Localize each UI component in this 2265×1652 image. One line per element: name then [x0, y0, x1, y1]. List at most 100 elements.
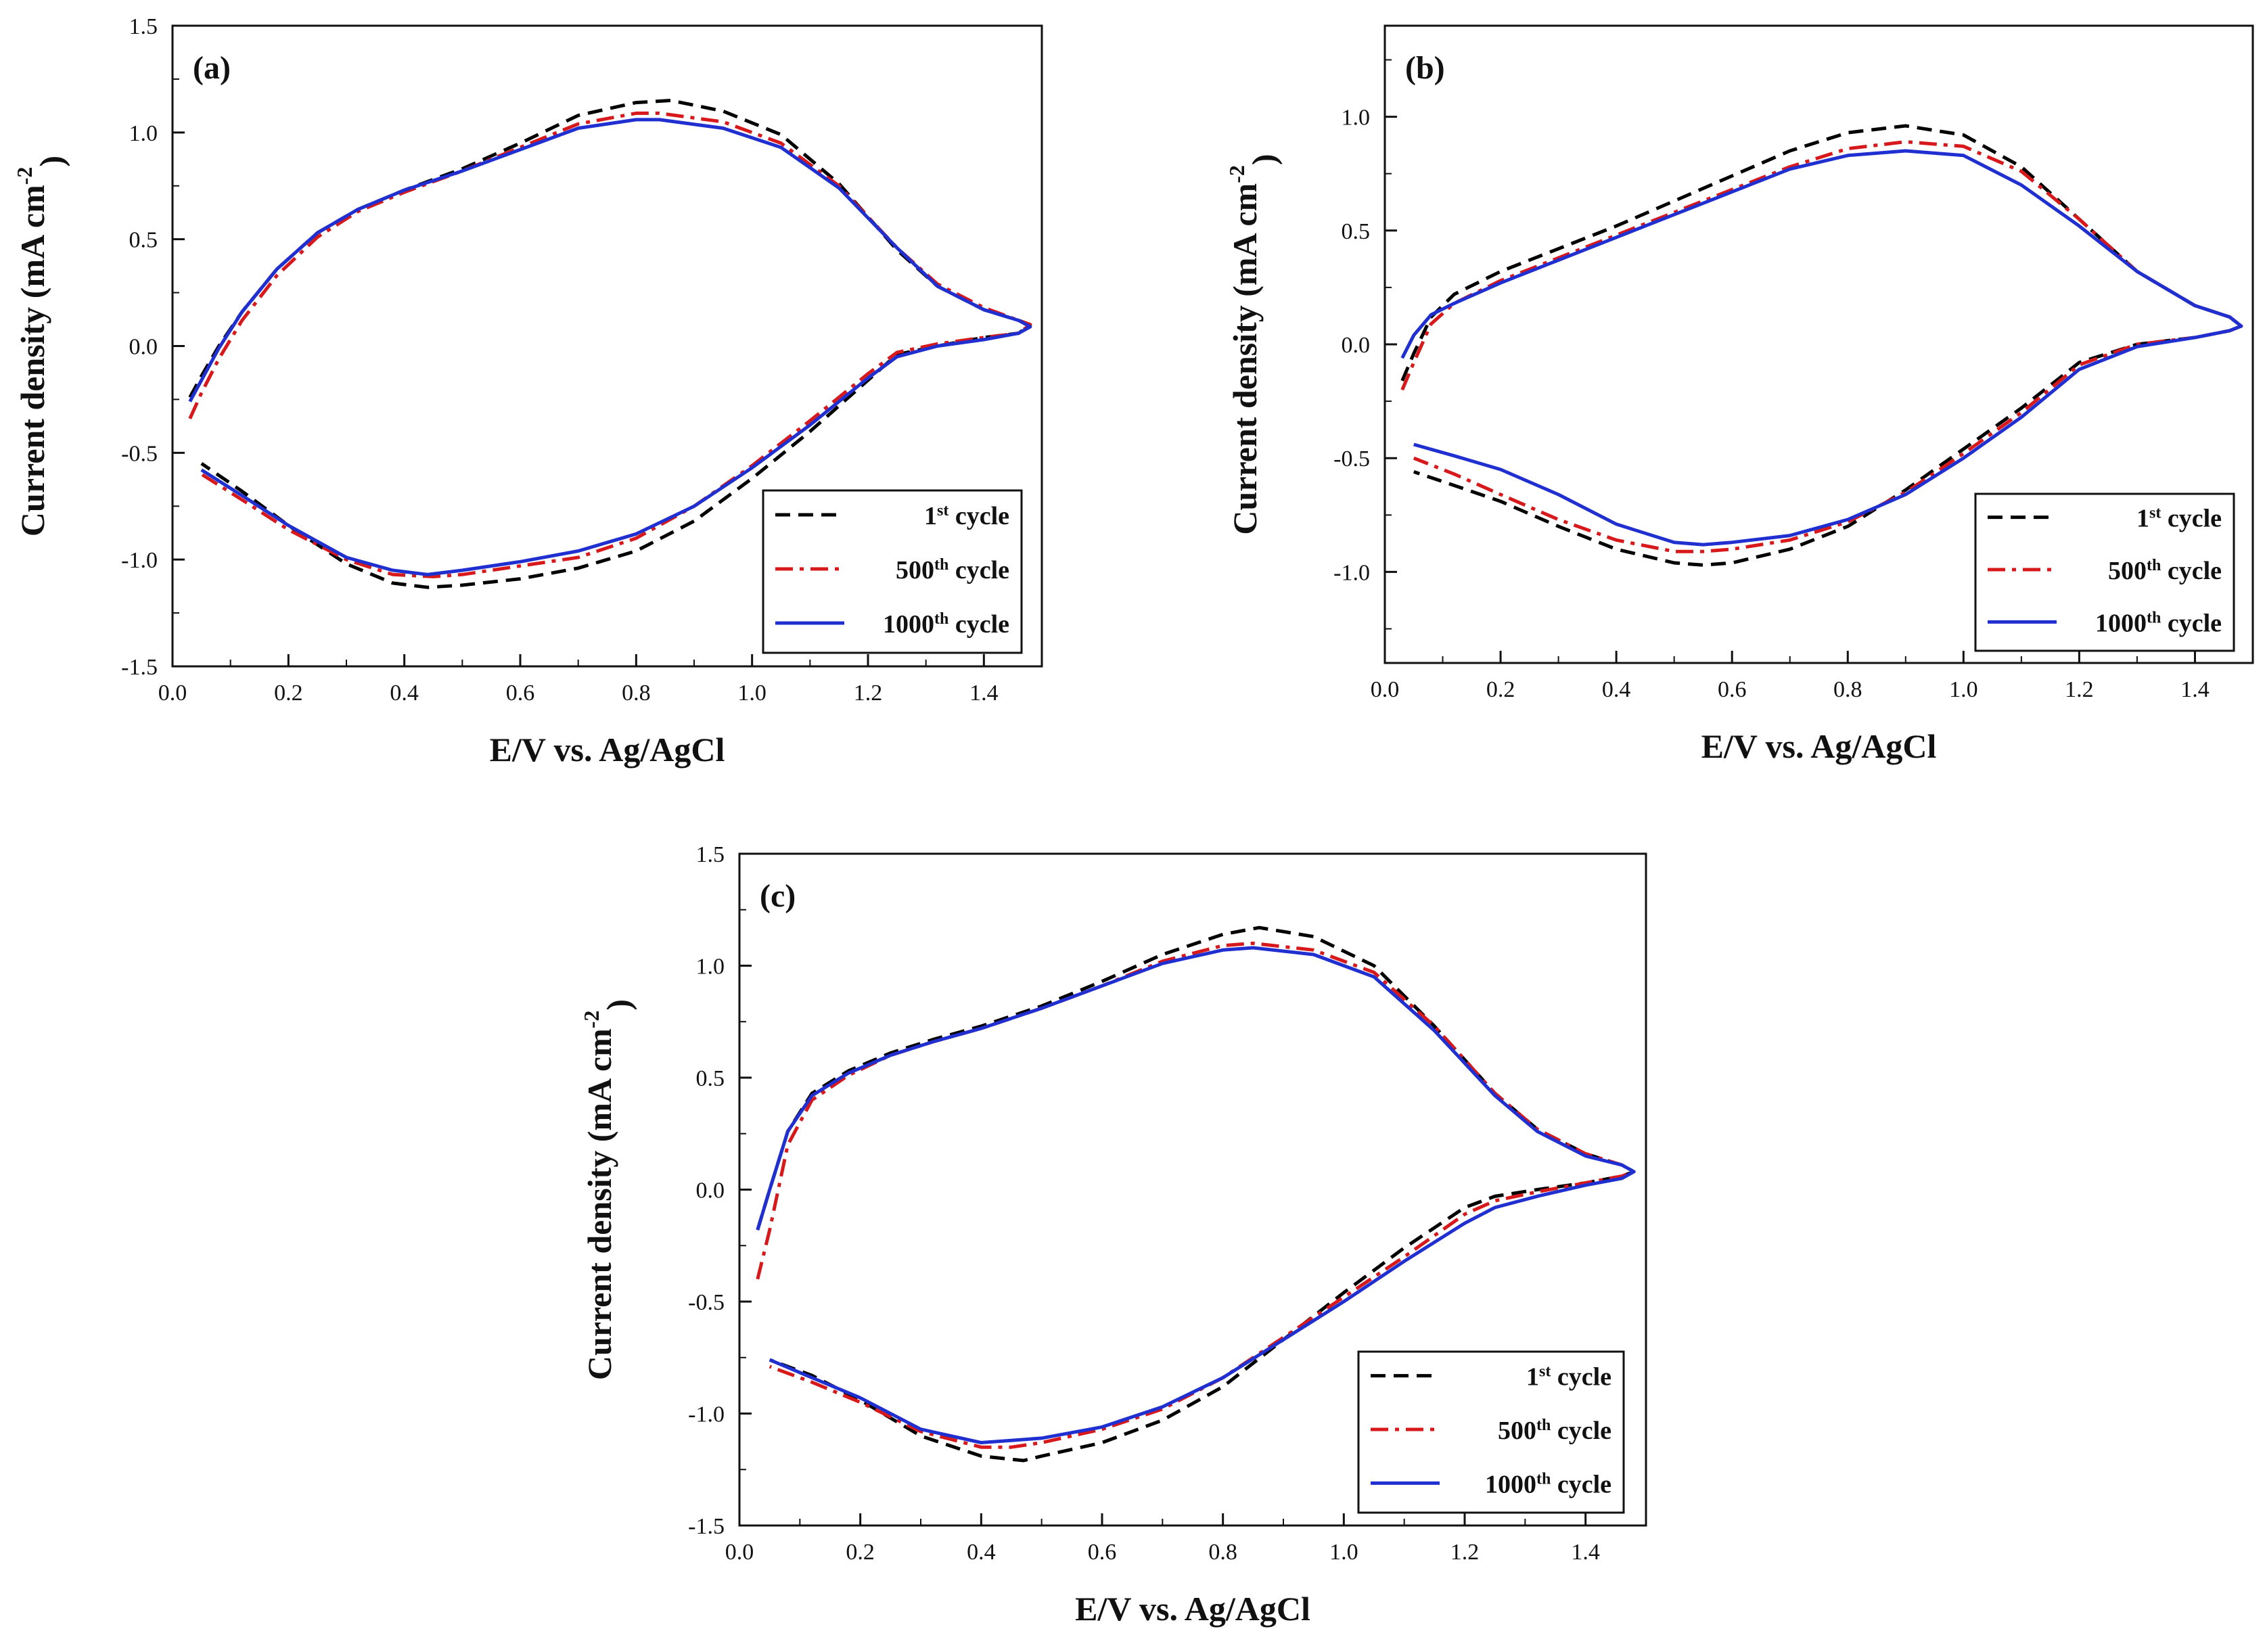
legend-label-suffix: cycle [1551, 1470, 1611, 1498]
x-tick-label: 1.4 [2180, 677, 2210, 702]
legend-label-prefix: 1 [2136, 505, 2149, 533]
y-axis-title-sup: -2 [1225, 165, 1249, 183]
x-tick-label: 0.6 [506, 681, 535, 706]
chart-panel-c: 0.0 0.2 0.4 0.6 0.8 1.0 1.2 1.4 -1.5 -1.0 -0.5 0.0 0… [579, 842, 1647, 1628]
legend-label-sup: th [934, 556, 948, 574]
y-tick-label: 1.5 [696, 842, 725, 867]
legend-box [762, 489, 1023, 654]
x-tick-label: 0.2 [274, 681, 303, 706]
series-line-3 [188, 118, 1032, 576]
x-tick-label: 0.0 [158, 681, 187, 706]
series-line-2 [188, 111, 1032, 578]
x-tick-label: 1.2 [1450, 1540, 1480, 1565]
y-tick-label: 0.5 [129, 228, 158, 253]
legend-label-sup: st [2149, 505, 2161, 522]
legend-label-sup: st [1539, 1363, 1551, 1381]
x-tick-label: 0.0 [725, 1540, 754, 1565]
legend-label-prefix: 1000 [2095, 609, 2147, 637]
legend-label-sup: th [2147, 609, 2161, 626]
y-axis-title-close: ) [599, 999, 637, 1011]
y-axis-title-sup: -2 [12, 167, 37, 185]
x-tick-label: 0.8 [622, 681, 651, 706]
legend-label-suffix: cycle [1551, 1363, 1611, 1392]
x-tick-label: 1.4 [1571, 1540, 1600, 1565]
legend-label-suffix: cycle [1551, 1417, 1611, 1445]
legend-label-2: 500th cycle [1498, 1417, 1611, 1445]
legend-box [1357, 1350, 1625, 1514]
y-axis-title: Current density (mA cm-2) [579, 999, 637, 1380]
y-axis-title-sup: -2 [579, 1011, 603, 1029]
legend-box [1974, 492, 2235, 652]
y-tick-label: -0.5 [1333, 446, 1370, 472]
y-axis-title-main: Current density (mA cm [580, 1028, 618, 1380]
x-tick-label: 1.2 [2065, 677, 2094, 702]
y-tick-label: -0.5 [688, 1290, 725, 1315]
chart-panel-a: 0.0 0.2 0.4 0.6 0.8 1.0 1.2 1.4 -1.5 -1.0 -0.5 0.0 0… [12, 14, 1043, 768]
y-tick-label: 1.0 [1342, 106, 1371, 131]
legend-label-suffix: cycle [948, 610, 1009, 639]
y-tick-label: 1.0 [129, 121, 158, 146]
y-tick-label: 0.5 [696, 1066, 725, 1091]
legend-label-prefix: 500 [896, 556, 934, 584]
x-tick-label: 1.0 [1949, 677, 1978, 702]
x-tick-label: 0.2 [1486, 677, 1515, 702]
y-tick-label: 0.0 [1342, 333, 1371, 358]
legend-label-3: 1000th cycle [883, 610, 1009, 639]
y-tick-label: -1.0 [1333, 560, 1370, 585]
x-axis-title: E/V vs. Ag/AgCl [1701, 727, 1937, 765]
y-axis-title: Current density (mA cm-2) [12, 156, 70, 536]
legend-label-prefix: 500 [1498, 1417, 1536, 1445]
legend-label-1: 1st cycle [1526, 1363, 1611, 1392]
x-tick-label: 0.4 [967, 1540, 996, 1565]
legend-label-2: 500th cycle [2108, 557, 2222, 585]
x-tick-label: 0.8 [1833, 677, 1862, 702]
y-tick-label: -1.5 [121, 655, 158, 680]
legend-label-1: 1st cycle [924, 502, 1009, 530]
x-tick-label: 0.4 [1602, 677, 1631, 702]
series-line-3 [756, 946, 1636, 1444]
y-tick-label: 1.5 [129, 14, 158, 39]
x-axis-title: E/V vs. Ag/AgCl [1075, 1590, 1310, 1628]
legend-label-suffix: cycle [2161, 609, 2222, 637]
y-axis-title-close: ) [32, 156, 70, 167]
x-tick-label: 0.6 [1718, 677, 1747, 702]
legend-label-suffix: cycle [2161, 505, 2222, 533]
legend-label-prefix: 500 [2108, 557, 2147, 585]
y-axis-title-main: Current density (mA cm [1226, 183, 1264, 535]
x-tick-label: 1.2 [854, 681, 883, 706]
legend-label-suffix: cycle [948, 556, 1009, 584]
chart-panel-b: 0.0 0.2 0.4 0.6 0.8 1.0 1.2 1.4 -1.0 -0.5 0.0 0.5 1.… [1225, 24, 2254, 765]
x-tick-label: 1.0 [737, 681, 767, 706]
legend-label-1: 1st cycle [2136, 505, 2222, 533]
legend-label-suffix: cycle [2161, 557, 2222, 585]
legend-label-prefix: 1000 [1485, 1470, 1536, 1498]
x-tick-label: 0.2 [846, 1540, 875, 1565]
y-tick-label: -1.0 [121, 548, 158, 573]
x-tick-label: 0.0 [1371, 677, 1400, 702]
y-tick-label: 0.0 [696, 1178, 725, 1203]
x-axis-title: E/V vs. Ag/AgCl [490, 731, 725, 768]
legend-label-prefix: 1 [1526, 1363, 1539, 1392]
y-tick-label: 0.0 [129, 335, 158, 360]
legend-label-sup: th [1536, 1417, 1551, 1434]
y-tick-label: 1.0 [696, 955, 725, 980]
y-axis-title-close: ) [1245, 154, 1283, 165]
y-tick-label: -1.5 [688, 1514, 725, 1539]
legend-label-3: 1000th cycle [2095, 609, 2222, 637]
y-axis-title: Current density (mA cm-2) [1225, 154, 1283, 534]
legend-label-sup: th [1536, 1470, 1551, 1488]
legend-label-suffix: cycle [948, 502, 1009, 530]
panel-label: (c) [760, 878, 796, 914]
x-tick-label: 1.4 [969, 681, 999, 706]
legend-label-sup: st [937, 502, 948, 520]
y-tick-label: -1.0 [688, 1402, 725, 1427]
y-axis-title-main: Current density (mA cm [14, 185, 51, 536]
y-tick-label: -0.5 [121, 441, 158, 466]
legend-label-prefix: 1 [924, 502, 937, 530]
x-tick-label: 1.0 [1329, 1540, 1358, 1565]
panel-label: (a) [193, 50, 231, 86]
